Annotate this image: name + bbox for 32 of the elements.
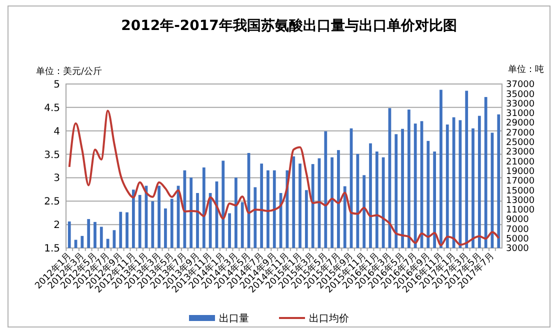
y-axis-title: 单位：美元/公斤 [36,66,102,77]
y2-tick-label: 23000 [506,148,535,158]
y2-tick-label: 11000 [506,206,535,216]
y2-tick-label: 9000 [506,215,530,226]
y-tick-label: 4.5 [44,102,60,114]
y-tick-label: 1.5 [44,244,60,254]
y2-tick-label: 21000 [506,157,535,168]
y2-tick-label: 19000 [506,166,535,177]
y2-tick-label: 33000 [506,99,535,110]
y2-tick-label: 3000 [506,244,530,254]
y2-tick-label: 37000 [506,80,535,90]
legend-label: 出口均价 [309,312,349,324]
y-tick-label: 2 [54,220,60,232]
y-tick-label: 5 [54,80,60,90]
y-tick-label: 2.5 [44,196,60,208]
y2-tick-label: 13000 [506,196,535,206]
legend-label: 出口量 [219,312,249,324]
y2-tick-label: 35000 [506,90,535,100]
y2-tick-label: 17000 [506,176,535,187]
y2-tick-label: 29000 [506,118,535,129]
y2-tick-label: 27000 [506,128,535,138]
y-tick-label: 3 [54,173,60,184]
y2-tick-label: 7000 [506,224,530,235]
y2-tick-label: 25000 [506,138,535,148]
chart-title: 2012年-2017年我国苏氨酸出口量与出口单价对比图 [121,18,457,34]
y2-axis-title: 单位：吨 [508,64,544,75]
y2-tick-label: 15000 [506,186,535,196]
y-tick-label: 3.5 [44,150,60,161]
y2-tick-label: 5000 [506,234,530,245]
line-series [68,110,500,246]
y2-tick-label: 31000 [506,109,535,120]
y-tick-label: 4 [54,126,60,138]
